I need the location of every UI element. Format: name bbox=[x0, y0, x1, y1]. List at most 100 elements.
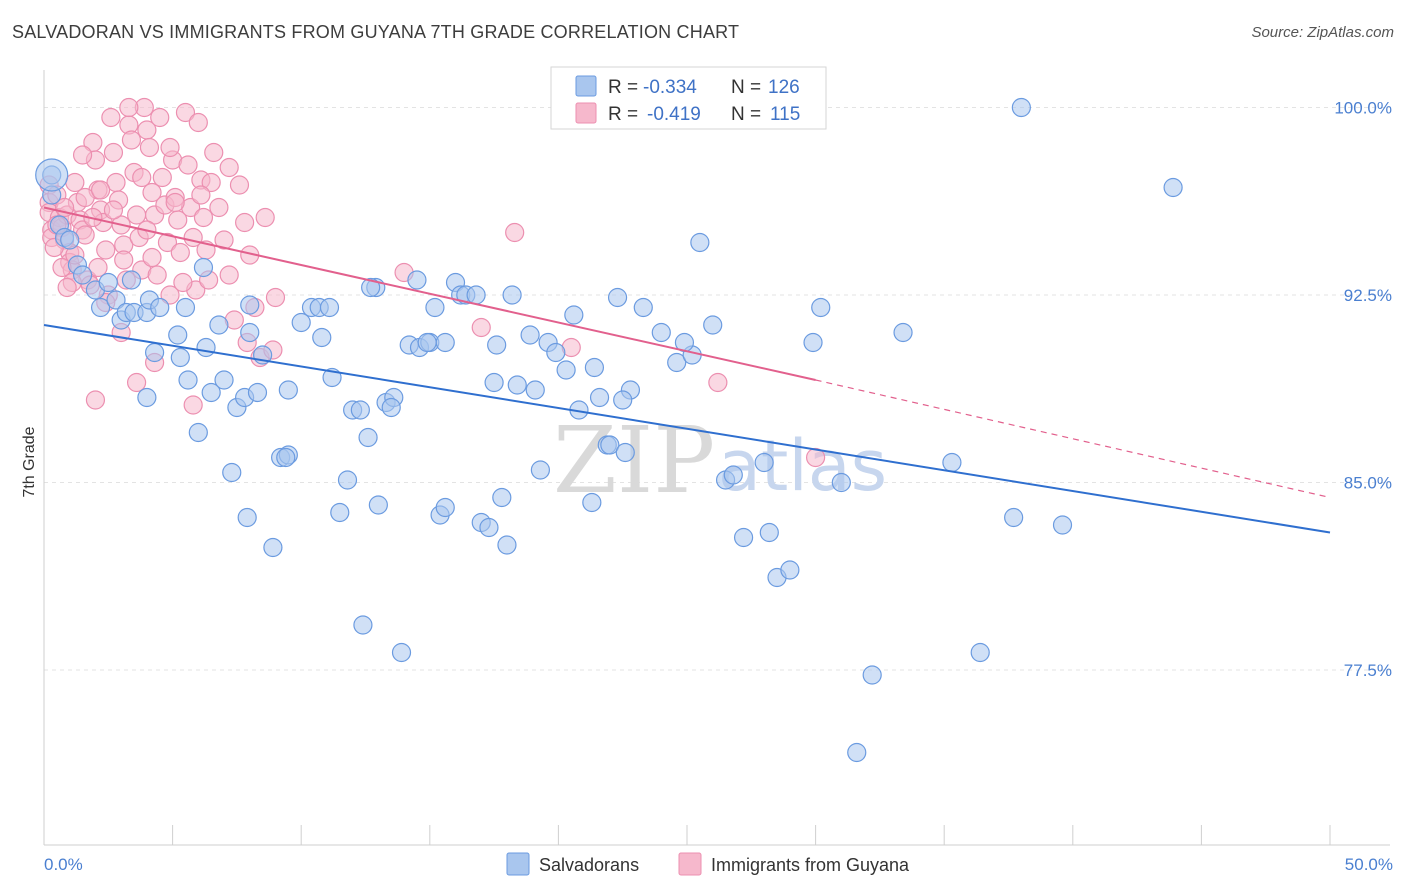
guyana-point-111 bbox=[90, 180, 111, 200]
legend-box-frame bbox=[550, 66, 827, 130]
guyana-point-84 bbox=[505, 222, 525, 243]
salvadorans-point-111 bbox=[417, 332, 437, 353]
guyana-point-88 bbox=[183, 395, 203, 415]
salvadorans-point-45 bbox=[350, 400, 370, 420]
guyana-point-66 bbox=[209, 197, 229, 218]
salvadorans-point-18 bbox=[168, 325, 188, 345]
guyana-point-94 bbox=[119, 97, 139, 118]
bottom-legend-swatch-guyana bbox=[678, 852, 702, 876]
salvadorans-point-113 bbox=[193, 257, 214, 278]
salvadorans-point-36 bbox=[278, 380, 298, 400]
salvadorans-point-77 bbox=[582, 492, 602, 513]
salvadorans-point-75 bbox=[556, 360, 576, 380]
guyana-point-35 bbox=[121, 130, 142, 150]
salvadorans-point-66 bbox=[484, 372, 504, 393]
salvadorans-point-104 bbox=[1004, 507, 1024, 528]
salvadorans-cluster-point bbox=[35, 158, 69, 192]
y-tick-label-1: 92.5% bbox=[1344, 286, 1392, 305]
guyana-point-109 bbox=[173, 272, 193, 293]
guyana-point-103 bbox=[132, 167, 152, 188]
guyana-point-77 bbox=[265, 287, 286, 308]
legend-n-label-salvadorans: N = bbox=[731, 77, 761, 98]
trend-lines bbox=[43, 206, 1331, 534]
salvadorans-point-16 bbox=[144, 342, 165, 363]
guyana-point-68 bbox=[219, 265, 239, 285]
salvadorans-point-15 bbox=[121, 270, 142, 290]
trend-line-salvadorans bbox=[43, 324, 1331, 534]
guyana-point-28 bbox=[103, 142, 124, 163]
guyana-point-47 bbox=[152, 167, 172, 188]
salvadorans-point-47 bbox=[358, 427, 378, 448]
salvadorans-point-105 bbox=[1011, 97, 1031, 118]
salvadorans-point-97 bbox=[811, 297, 831, 318]
salvadorans-point-43 bbox=[337, 470, 358, 490]
salvadorans-point-124 bbox=[525, 380, 545, 400]
salvadorans-point-108 bbox=[613, 390, 633, 410]
legend-box: R = -0.334 N = 126 R = -0.419 N = 115 bbox=[550, 66, 827, 130]
salvadorans-point-30 bbox=[247, 382, 268, 403]
guyana-point-50 bbox=[160, 285, 180, 305]
salvadorans-point-19 bbox=[175, 297, 196, 318]
salvadorans-point-86 bbox=[667, 352, 687, 373]
legend-swatch-salvadorans bbox=[575, 75, 597, 97]
salvadorans-point-57 bbox=[425, 297, 445, 318]
salvadorans-point-59 bbox=[435, 497, 455, 518]
salvadorans-point-107 bbox=[1163, 177, 1183, 198]
salvadorans-point-82 bbox=[615, 442, 635, 463]
salvadorans-point-96 bbox=[803, 332, 823, 353]
guyana-point-56 bbox=[178, 155, 198, 175]
salvadorans-point-80 bbox=[600, 435, 620, 455]
salvadorans-point-63 bbox=[466, 285, 486, 305]
y-axis-label: 7th Grade bbox=[21, 426, 38, 497]
tick-labels: 100.0% 92.5% 85.0% 77.5% 0.0% 50.0% bbox=[44, 99, 1393, 875]
guyana-point-86 bbox=[708, 372, 728, 393]
salvadorans-point-6 bbox=[72, 265, 93, 285]
salvadorans-point-9 bbox=[106, 290, 126, 310]
guyana-point-96 bbox=[201, 172, 221, 193]
legend-n-value-salvadorans: 126 bbox=[768, 77, 800, 98]
guyana-point-71 bbox=[235, 212, 255, 233]
salvadorans-point-91 bbox=[733, 527, 754, 548]
salvadorans-point-74 bbox=[546, 342, 566, 363]
guyana-point-95 bbox=[160, 137, 180, 158]
salvadorans-point-88 bbox=[690, 232, 710, 253]
guyana-point-92 bbox=[72, 145, 93, 165]
salvadorans-point-37 bbox=[291, 312, 311, 333]
guyana-point-67 bbox=[214, 230, 234, 250]
y-tick-label-3: 77.5% bbox=[1344, 661, 1392, 680]
guyana-point-45 bbox=[147, 265, 167, 285]
guyana-point-108 bbox=[142, 247, 162, 268]
y-tick-label-2: 85.0% bbox=[1344, 474, 1392, 493]
salvadorans-point-115 bbox=[98, 272, 118, 293]
guyana-point-75 bbox=[255, 207, 275, 228]
legend-swatch-guyana bbox=[575, 102, 597, 124]
guyana-point-49 bbox=[157, 232, 178, 253]
salvadorans-point-116 bbox=[435, 332, 455, 353]
salvadorans-point-122 bbox=[381, 397, 401, 418]
watermark-zip: ZIP bbox=[553, 407, 715, 514]
salvadorans-point-110 bbox=[319, 297, 340, 318]
salvadorans-point-17 bbox=[137, 387, 157, 408]
salvadorans-point-123 bbox=[487, 335, 507, 355]
salvadorans-point-46 bbox=[353, 615, 373, 635]
guyana-point-46 bbox=[150, 107, 170, 128]
salvadorans-point-78 bbox=[589, 387, 610, 408]
salvadorans-point-106 bbox=[1052, 515, 1073, 535]
salvadorans-point-84 bbox=[633, 297, 653, 318]
guyana-point-54 bbox=[170, 242, 190, 263]
guyana-point-107 bbox=[75, 187, 95, 208]
watermark: ZIP atlas bbox=[553, 407, 887, 514]
bottom-legend: Salvadorans Immigrants from Guyana bbox=[506, 852, 910, 876]
guyana-point-97 bbox=[219, 157, 239, 178]
salvadorans-point-112 bbox=[170, 347, 190, 368]
legend-n-label-guyana: N = bbox=[731, 104, 761, 125]
salvadorans-point-68 bbox=[497, 535, 517, 555]
salvadorans-point-95 bbox=[780, 560, 800, 580]
salvadorans-point-92 bbox=[754, 452, 774, 473]
salvadorans-point-20 bbox=[178, 370, 198, 390]
legend-r-value-salvadorans: -0.334 bbox=[643, 77, 697, 98]
guyana-point-27 bbox=[101, 107, 121, 128]
salvadorans-point-33 bbox=[263, 537, 283, 558]
salvadorans-point-103 bbox=[970, 642, 990, 663]
bottom-legend-label-guyana: Immigrants from Guyana bbox=[711, 855, 910, 875]
